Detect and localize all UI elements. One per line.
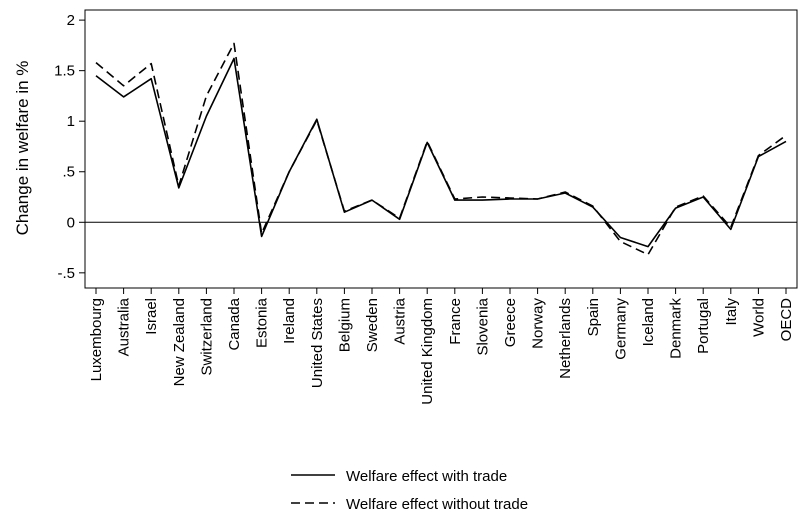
series-line-without-trade: [95, 42, 787, 256]
x-tick-label: Luxembourg: [88, 298, 105, 381]
x-tick-label: Austria: [392, 297, 409, 344]
legend: Welfare effect with trade Welfare effect…: [291, 468, 528, 513]
legend-label-without-trade: Welfare effect without trade: [346, 496, 528, 513]
plot-frame: [84, 9, 798, 289]
x-tick-label: Switzerland: [198, 298, 215, 376]
x-tick-label: Netherlands: [557, 298, 574, 379]
x-tick-label: Greece: [502, 298, 519, 347]
series-layer: [95, 42, 787, 256]
y-tick-label: .5: [62, 164, 75, 181]
series-line-with-trade: [95, 57, 787, 248]
x-tick-label: Denmark: [668, 298, 685, 359]
x-tick-label: Norway: [530, 298, 547, 349]
y-axis-title: Change in welfare in %: [13, 61, 32, 236]
x-tick-label: Canada: [226, 297, 243, 350]
x-axis: Luxembourg Australia Israel New Zealand Swit…: [88, 288, 795, 405]
x-tick-label: Italy: [723, 298, 740, 326]
y-tick-label: 0: [67, 214, 75, 231]
x-tick-label: Spain: [585, 298, 602, 336]
plot-border: [84, 9, 798, 289]
x-tick-label: Ireland: [281, 298, 298, 344]
y-tick-label: -.5: [57, 265, 75, 282]
x-tick-label: Slovenia: [474, 297, 491, 355]
x-tick-label: France: [447, 298, 464, 345]
x-tick-label: Sweden: [364, 298, 381, 352]
x-tick-label: Israel: [143, 298, 160, 335]
x-tick-label: United Kingdom: [419, 298, 436, 405]
x-tick-label: Australia: [116, 297, 133, 356]
y-tick-label: 2: [67, 12, 75, 29]
x-tick-label: United States: [309, 298, 326, 388]
x-tick-label: Iceland: [640, 298, 657, 346]
x-tick-label: World: [750, 298, 767, 337]
legend-label-with-trade: Welfare effect with trade: [346, 468, 507, 485]
x-tick-label: Portugal: [695, 298, 712, 354]
y-tick-label: 1.5: [54, 63, 75, 80]
x-tick-label: Germany: [612, 298, 629, 360]
x-tick-label: OECD: [778, 298, 795, 342]
y-axis: -.5 0 .5 1 1.5 2: [54, 12, 85, 282]
x-tick-label: Estonia: [254, 297, 271, 348]
x-tick-label: Belgium: [336, 298, 353, 352]
y-tick-label: 1: [67, 113, 75, 130]
x-tick-label: New Zealand: [171, 298, 188, 386]
